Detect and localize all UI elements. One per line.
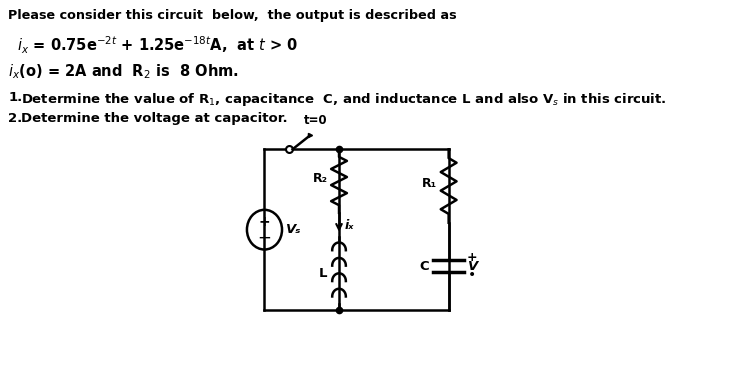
Text: iₓ: iₓ bbox=[345, 219, 353, 232]
Text: $\it{i_x}$ = 0.75e$^{-2t}$ + 1.25e$^{-18t}$A,  at $\it{t}$ > 0: $\it{i_x}$ = 0.75e$^{-2t}$ + 1.25e$^{-18… bbox=[17, 34, 299, 56]
Text: −: − bbox=[258, 229, 271, 247]
Text: 2.: 2. bbox=[8, 112, 23, 125]
Text: R₂: R₂ bbox=[313, 171, 328, 184]
Text: R₁: R₁ bbox=[422, 177, 437, 190]
Text: C: C bbox=[419, 260, 429, 273]
Text: 1.: 1. bbox=[8, 91, 23, 104]
Text: +: + bbox=[467, 251, 478, 264]
Text: $\it{i_x}$(o) = 2A and  R$_2$ is  8 Ohm.: $\it{i_x}$(o) = 2A and R$_2$ is 8 Ohm. bbox=[8, 62, 239, 81]
Text: Determine the voltage at capacitor.: Determine the voltage at capacitor. bbox=[21, 112, 288, 125]
Text: L: L bbox=[319, 267, 328, 280]
Text: +: + bbox=[259, 215, 270, 229]
Text: •: • bbox=[468, 268, 476, 282]
Text: Vₛ: Vₛ bbox=[285, 223, 301, 236]
Text: t=0: t=0 bbox=[304, 114, 328, 127]
Text: V: V bbox=[468, 260, 478, 273]
Text: Determine the value of R$_1$, capacitance  C, and inductance L and also V$_s$ in: Determine the value of R$_1$, capacitanc… bbox=[21, 91, 666, 108]
Text: Please consider this circuit  below,  the output is described as: Please consider this circuit below, the … bbox=[8, 9, 457, 22]
